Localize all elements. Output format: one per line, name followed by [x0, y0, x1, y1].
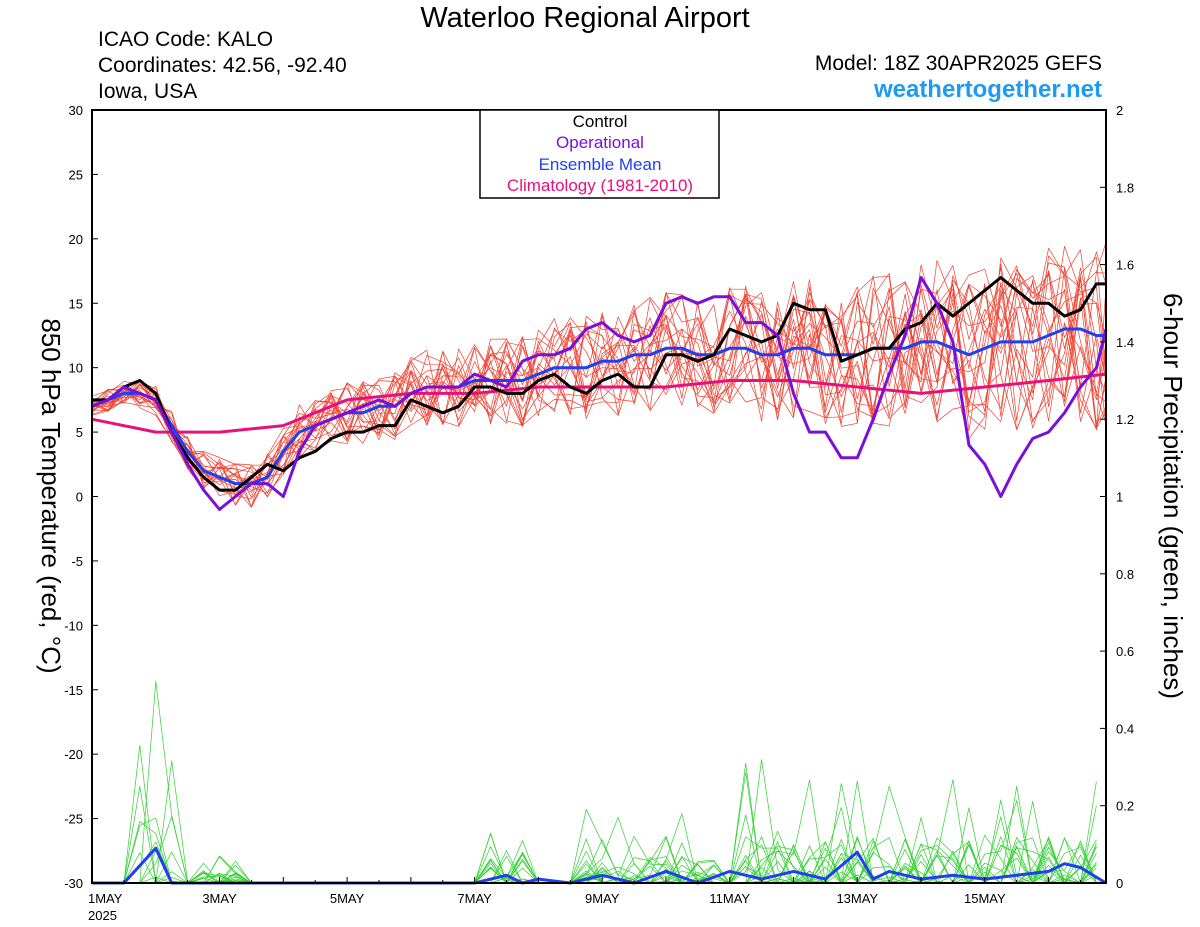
left-tick-label: 25 — [69, 167, 83, 182]
left-tick-label: 5 — [76, 425, 83, 440]
left-tick-label: 30 — [69, 103, 83, 118]
left-tick-label: 0 — [76, 490, 83, 505]
x-tick-sublabel: 2025 — [88, 908, 117, 923]
x-tick-label: 11MAY — [709, 891, 750, 906]
right-tick-label: 1 — [1116, 490, 1123, 505]
member-temperature-line — [91, 249, 1107, 481]
legend-box — [479, 109, 720, 199]
right-tick-label: 1.2 — [1116, 412, 1134, 427]
right-tick-label: 0.2 — [1116, 799, 1134, 814]
left-tick-label: 20 — [69, 232, 83, 247]
plot-frame — [91, 109, 1107, 884]
x-tick-label: 15MAY — [964, 891, 1006, 906]
right-axis-label: 6-hour Precipitation (green, inches) — [1158, 293, 1188, 699]
ensemble-members-precipitation — [92, 680, 1097, 884]
member-precipitation-line — [92, 680, 1097, 884]
legend-operational: Operational — [556, 133, 644, 152]
right-tick-label: 1.8 — [1116, 180, 1134, 195]
right-tick-label: 0.6 — [1116, 644, 1134, 659]
member-temperature-line — [91, 262, 1107, 498]
x-tick-label: 5MAY — [330, 891, 365, 906]
left-tick-label: 10 — [69, 361, 83, 376]
right-tick-label: 0.8 — [1116, 567, 1134, 582]
member-temperature-line — [91, 269, 1107, 498]
left-tick-label: -15 — [64, 683, 83, 698]
ensemble-mean-line — [91, 327, 1106, 486]
left-tick-label: 15 — [69, 296, 83, 311]
left-tick-label: -10 — [64, 618, 83, 633]
operational-line — [91, 276, 1108, 511]
left-axis-ticks: 30 25 20 15 10 5 0 -5 -10 -15 -20 -25 -30 — [64, 103, 98, 891]
left-tick-label: -20 — [64, 747, 83, 762]
x-axis-ticks: 1MAY 2025 3MAY 5MAY 7MAY 9MAY 11MAY 13MAY 15MAY — [88, 877, 1081, 923]
x-tick-label: 3MAY — [202, 891, 237, 906]
site-link[interactable]: weathertogether.net — [873, 76, 1102, 103]
x-tick-label: 13MAY — [836, 891, 878, 906]
left-axis-label: 850 hPa Temperature (red, °C) — [36, 318, 66, 673]
ensemble-members-temperature — [91, 242, 1107, 508]
right-tick-label: 1.6 — [1116, 258, 1134, 273]
right-axis-ticks: 2 1.8 1.6 1.4 1.2 1 0.8 0.6 0.4 0.2 0 — [1100, 103, 1134, 891]
right-tick-label: 2 — [1116, 103, 1123, 118]
left-tick-label: -30 — [64, 876, 83, 891]
coordinates: Coordinates: 42.56, -92.40 — [98, 54, 347, 77]
model-run: Model: 18Z 30APR2025 GEFS — [814, 52, 1102, 75]
icao-code: ICAO Code: KALO — [98, 28, 274, 51]
right-tick-label: 0 — [1116, 876, 1123, 891]
member-temperature-line — [91, 251, 1107, 508]
right-tick-label: 1.4 — [1116, 335, 1134, 350]
legend-ensemble-mean: Ensemble Mean — [539, 155, 662, 174]
left-tick-label: -25 — [64, 812, 83, 827]
member-temperature-line — [91, 275, 1107, 508]
page-title: Waterloo Regional Airport — [420, 2, 750, 34]
legend-control: Control — [573, 112, 628, 131]
legend: Control Operational Ensemble Mean Climat… — [479, 109, 720, 199]
x-tick-label: 7MAY — [457, 891, 492, 906]
control-line — [92, 276, 1106, 492]
x-tick-label: 1MAY — [88, 891, 123, 906]
legend-climatology: Climatology (1981-2010) — [507, 176, 693, 195]
right-tick-label: 0.4 — [1116, 721, 1134, 736]
location: Iowa, USA — [98, 80, 198, 103]
left-tick-label: -5 — [71, 554, 83, 569]
climatology-line — [91, 372, 1107, 434]
x-tick-label: 9MAY — [585, 891, 620, 906]
